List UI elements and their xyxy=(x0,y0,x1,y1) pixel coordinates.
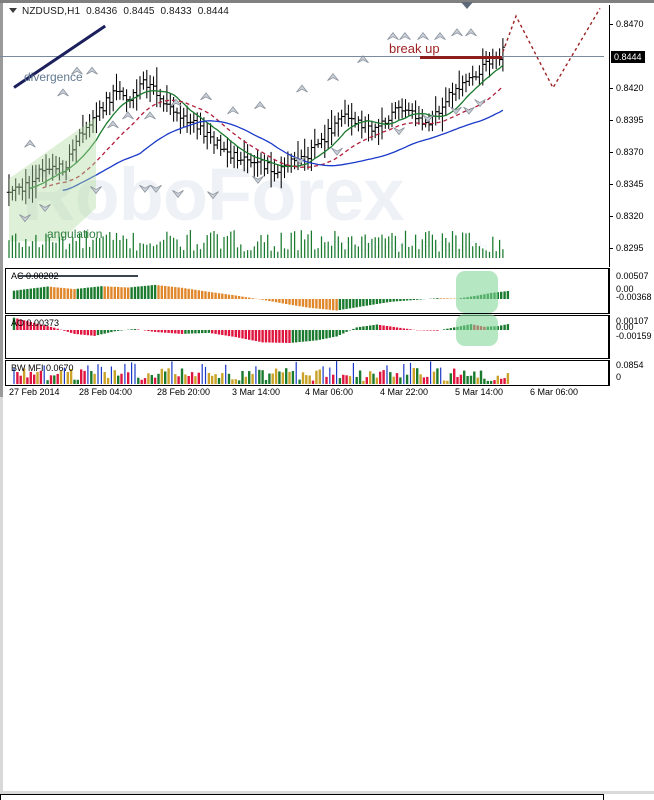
price-axis-tick xyxy=(609,151,613,153)
ohlc-high: 0.8445 xyxy=(123,6,155,17)
price-axis-label: 0.8295 xyxy=(616,242,644,253)
ao-histogram xyxy=(12,317,510,343)
time-axis-label: 4 Mar 22:00 xyxy=(380,387,429,397)
time-axis-label: 3 Mar 14:00 xyxy=(232,387,281,397)
ao-axis-label: 0.00107 xyxy=(616,316,649,326)
time-axis-label: 4 Mar 06:00 xyxy=(305,387,354,397)
price-axis[interactable]: 0.8470 0.8420 0.8395 0.8370 0.8345 0.8320 0.82… xyxy=(609,5,651,267)
ao-indicator-panel[interactable]: AO 0.00373 xyxy=(5,314,609,359)
mfi-axis-label: 0.0854 xyxy=(616,360,644,370)
ac-highlight-box xyxy=(456,271,498,313)
price-axis-label: 0.8395 xyxy=(616,114,644,125)
symbol-label: NZDUSD,H1 xyxy=(22,6,81,17)
mfi-indicator-panel[interactable]: BW MFI 0.0670 xyxy=(5,360,609,386)
ao-axis-label: -0.00159 xyxy=(616,331,652,341)
ac-axis: 0.00507 0.00 -0.00368 xyxy=(609,268,652,314)
window-left-border xyxy=(0,3,3,397)
ao-label: AO 0.00373 xyxy=(11,318,60,328)
ac-label: AC 0.00202 xyxy=(11,271,59,281)
time-axis-label: 28 Feb 04:00 xyxy=(79,387,133,397)
chart-header: NZDUSD,H1 0.8436 0.8445 0.8433 0.8444 xyxy=(9,6,229,17)
price-axis-label: 0.8420 xyxy=(616,82,644,93)
mfi-axis-label: 0 xyxy=(616,372,622,382)
mfi-axis-line xyxy=(609,360,610,386)
mfi-histogram xyxy=(13,361,510,384)
ac-axis-label: 0.00507 xyxy=(616,271,649,281)
time-axis: 27 Feb 2014 28 Feb 04:00 28 Feb 20:00 3 Mar… xyxy=(5,386,609,399)
price-axis-label: 0.8370 xyxy=(616,146,644,157)
price-axis-tick xyxy=(609,183,613,185)
price-axis-tick xyxy=(609,23,613,25)
price-axis-label: 0.8345 xyxy=(616,178,644,189)
window-right-border xyxy=(0,397,3,791)
ao-axis: 0.00107 0.00 -0.00159 xyxy=(609,315,652,359)
price-axis-line xyxy=(609,5,610,267)
price-axis-label: 0.8320 xyxy=(616,210,644,221)
ac-axis-label: 0.00 xyxy=(616,284,634,294)
price-axis-tick xyxy=(609,215,613,217)
time-axis-label: 5 Mar 14:00 xyxy=(455,387,504,397)
price-axis-tick xyxy=(609,87,613,89)
ao-axis-line xyxy=(609,315,610,359)
mfi-axis: 0.0854 0 xyxy=(609,360,651,386)
ao-highlight-box xyxy=(456,314,498,346)
time-axis-label: 27 Feb 2014 xyxy=(9,387,60,397)
ac-trendline[interactable] xyxy=(18,275,138,277)
ohlc-open: 0.8436 xyxy=(86,6,118,17)
chevron-down-icon[interactable] xyxy=(9,7,17,13)
price-axis-tick xyxy=(609,247,613,249)
ao-axis-label: 0.00 xyxy=(616,322,634,332)
price-chart-panel[interactable]: RoboForex ПОЛУЧАЙ ПРИБЫЛЬ divergence ang… xyxy=(0,8,604,800)
time-axis-label: 6 Mar 06:00 xyxy=(530,387,579,397)
ac-axis-label: -0.00368 xyxy=(616,292,652,302)
ac-indicator-panel[interactable]: AC 0.00202 xyxy=(5,268,609,314)
ohlc-low: 0.8433 xyxy=(160,6,192,17)
mfi-label: BW MFI 0.0670 xyxy=(11,363,74,373)
ac-axis-line xyxy=(609,268,610,314)
window-top-border xyxy=(0,0,654,3)
crosshair-top-marker-icon xyxy=(461,2,473,9)
ac-histogram xyxy=(12,284,510,311)
price-axis-tick xyxy=(609,119,613,121)
ohlc-close: 0.8444 xyxy=(197,6,229,17)
current-price-badge: 0.8444 xyxy=(611,50,645,63)
price-axis-label: 0.8470 xyxy=(616,18,644,29)
time-axis-label: 28 Feb 20:00 xyxy=(157,387,211,397)
